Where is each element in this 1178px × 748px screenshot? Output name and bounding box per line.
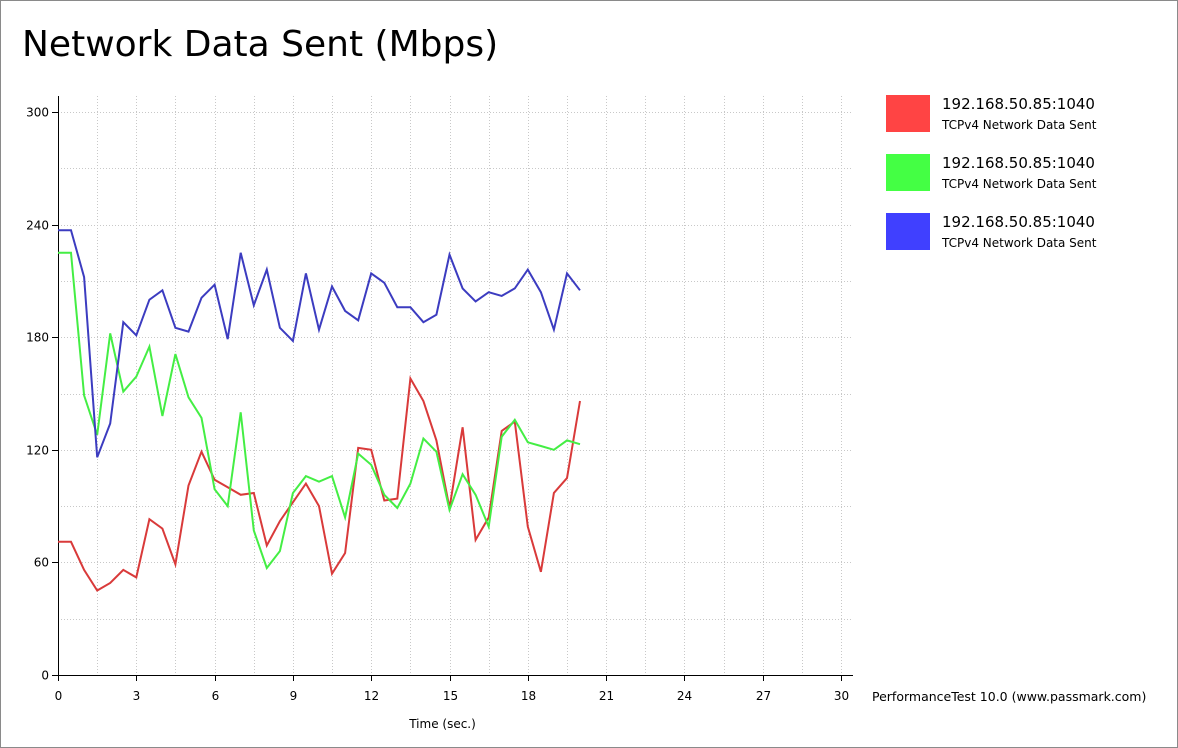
y-tick-label: 120 (26, 444, 49, 458)
y-tick-label: 300 (26, 106, 49, 120)
legend-series-name: 192.168.50.85:1040 (942, 213, 1095, 231)
legend-swatch (886, 95, 930, 132)
legend-swatch (886, 154, 930, 191)
series-line-1 (58, 375, 581, 592)
y-tick-label: 60 (34, 556, 49, 570)
x-tick-label: 15 (443, 689, 458, 703)
legend-series-name: 192.168.50.85:1040 (942, 154, 1095, 172)
legend-series-subtitle: TCPv4 Network Data Sent (942, 177, 1097, 191)
x-tick-label: 12 (364, 689, 379, 703)
y-tick-label: 180 (26, 331, 49, 345)
legend-series-subtitle: TCPv4 Network Data Sent (942, 236, 1097, 250)
footer-credit: PerformanceTest 10.0 (www.passmark.com) (872, 689, 1147, 704)
series-line-3 (58, 229, 581, 458)
x-tick-label: 3 (133, 689, 141, 703)
x-tick-label: 30 (834, 689, 849, 703)
y-tick-label: 240 (26, 219, 49, 233)
x-tick-label: 18 (521, 689, 536, 703)
legend-series-subtitle: TCPv4 Network Data Sent (942, 118, 1097, 132)
x-axis-label: Time (sec.) (408, 717, 476, 731)
x-tick-label: 0 (55, 689, 63, 703)
x-tick-label: 27 (756, 689, 771, 703)
x-tick-label: 21 (599, 689, 614, 703)
x-tick-label: 9 (290, 689, 298, 703)
y-tick-label: 0 (41, 669, 49, 683)
legend-series-name: 192.168.50.85:1040 (942, 95, 1095, 113)
legend-swatch (886, 213, 930, 250)
chart-title: Network Data Sent (Mbps) (22, 24, 499, 65)
x-tick-label: 24 (677, 689, 692, 703)
x-tick-label: 6 (212, 689, 220, 703)
series-line-2 (58, 251, 581, 571)
